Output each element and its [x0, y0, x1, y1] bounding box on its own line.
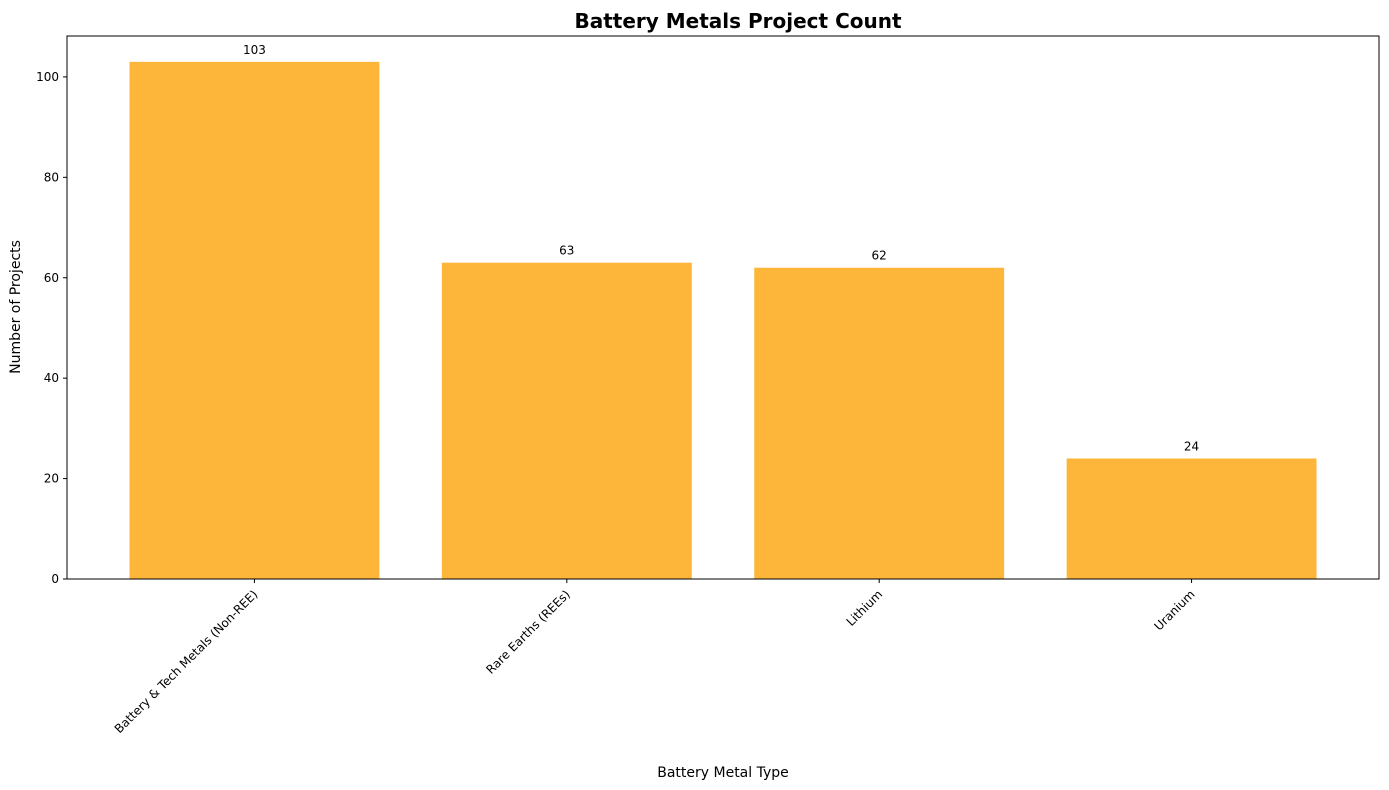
y-tick-label: 40 [44, 371, 59, 385]
plot-frame [66, 35, 1380, 580]
data-label: 62 [872, 249, 887, 263]
x-tick-label: Uranium [1152, 587, 1198, 633]
bar [1066, 458, 1317, 579]
y-axis: 0 20 40 60 80 100 [36, 70, 67, 586]
y-axis-label: Number of Projects [8, 240, 24, 374]
x-tick-label: Battery & Tech Metals (Non-REE) [112, 587, 261, 736]
chart-title: Battery Metals Project Count [574, 9, 901, 33]
y-tick-label: 100 [36, 70, 59, 84]
data-labels-group: 103 63 62 24 [243, 43, 1199, 454]
y-tick-label: 0 [51, 572, 59, 586]
y-tick-label: 60 [44, 271, 59, 285]
x-axis-label: Battery Metal Type [657, 765, 789, 781]
data-label: 103 [243, 43, 266, 57]
bar [441, 262, 692, 579]
y-tick-label: 80 [44, 170, 59, 184]
x-tick-label: Lithium [844, 587, 886, 629]
data-label: 63 [559, 244, 574, 258]
bars-group [129, 61, 1317, 580]
bar [754, 267, 1005, 579]
bar [129, 61, 380, 580]
x-axis: Battery & Tech Metals (Non-REE) Rare Eart… [112, 579, 1198, 736]
y-tick-label: 20 [44, 472, 59, 486]
data-label: 24 [1184, 440, 1199, 454]
x-tick-label: Rare Earths (REEs) [483, 587, 573, 677]
